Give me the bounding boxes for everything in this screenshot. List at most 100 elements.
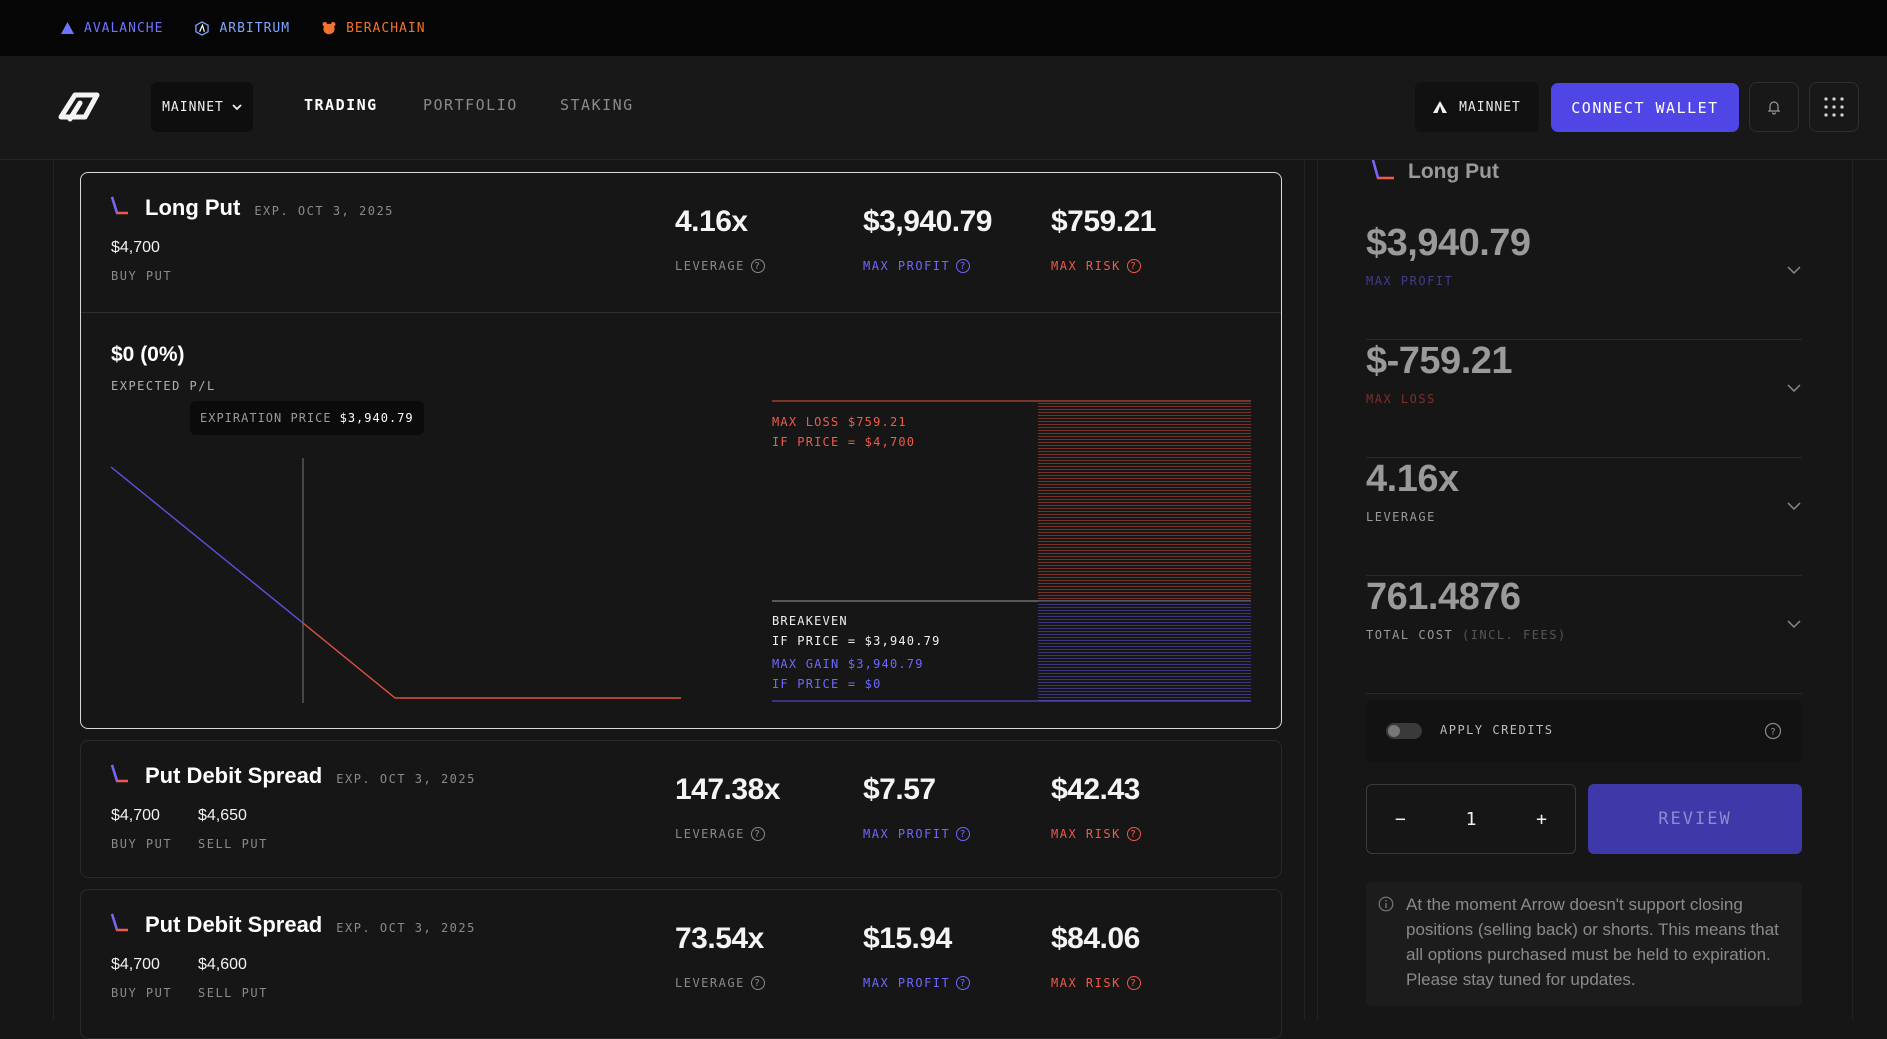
payoff-line-loss-slope bbox=[302, 622, 396, 699]
panel-total-cost[interactable]: 761.4876 TOTAL COST (INCL. FEES) bbox=[1366, 576, 1802, 694]
max-profit-value: $3,940.79 bbox=[1366, 222, 1531, 264]
strategy-card-long-put[interactable]: Long Put EXP. OCT 3, 2025 $4,700 BUY PUT… bbox=[80, 172, 1282, 729]
leg-strike: $4,700 bbox=[111, 239, 160, 256]
chain-berachain[interactable]: BERACHAIN bbox=[322, 21, 425, 36]
arrow-logo[interactable] bbox=[58, 86, 100, 128]
leverage-label: LEVERAGE? bbox=[675, 827, 765, 841]
chain-avalanche[interactable]: AVALANCHE bbox=[60, 21, 163, 36]
total-cost-value: 761.4876 bbox=[1366, 576, 1521, 618]
max-profit-label: MAX PROFIT? bbox=[863, 976, 971, 990]
card-expiry: EXP. OCT 3, 2025 bbox=[336, 921, 476, 935]
order-panel: Long Put $3,940.79 MAX PROFIT $-759.21 M… bbox=[1317, 160, 1853, 1020]
card-expiry: EXP. OCT 3, 2025 bbox=[336, 772, 476, 786]
chevron-down-icon bbox=[232, 103, 242, 110]
help-icon[interactable]: ? bbox=[1126, 976, 1141, 990]
quantity-value[interactable]: 1 bbox=[1465, 808, 1477, 830]
apply-credits-label: APPLY CREDITS bbox=[1440, 723, 1554, 737]
network-badge[interactable]: MAINNET bbox=[1415, 82, 1539, 132]
payoff-line-gain bbox=[110, 466, 304, 624]
breakeven-condition: IF PRICE = $3,940.79 bbox=[772, 634, 941, 648]
chevron-down-icon bbox=[1787, 384, 1801, 393]
max-risk-label: MAX RISK? bbox=[1051, 827, 1141, 841]
leverage-label: LEVERAGE? bbox=[675, 259, 765, 273]
connect-wallet-button[interactable]: CONNECT WALLET bbox=[1551, 83, 1739, 132]
decrement-button[interactable]: − bbox=[1395, 808, 1406, 830]
help-icon[interactable]: ? bbox=[956, 259, 971, 273]
quantity-stepper[interactable]: − 1 + bbox=[1366, 784, 1576, 854]
leg-type: SELL PUT bbox=[198, 837, 268, 851]
tooltip-label: EXPIRATION PRICE bbox=[200, 411, 332, 425]
loss-region bbox=[1038, 401, 1251, 601]
bell-icon bbox=[1767, 101, 1781, 115]
panel-max-loss[interactable]: $-759.21 MAX LOSS bbox=[1366, 340, 1802, 458]
max-profit-value: $3,940.79 bbox=[863, 205, 992, 238]
avalanche-icon bbox=[1433, 101, 1448, 113]
increment-button[interactable]: + bbox=[1536, 808, 1547, 830]
leg-type: BUY PUT bbox=[111, 837, 173, 851]
help-icon[interactable]: ? bbox=[750, 827, 765, 841]
bear-icon bbox=[322, 21, 336, 35]
help-icon[interactable]: ? bbox=[1764, 722, 1782, 740]
max-risk-value: $84.06 bbox=[1051, 922, 1140, 955]
breakeven-label: BREAKEVEN bbox=[772, 614, 848, 628]
leverage-value: 4.16x bbox=[1366, 458, 1459, 500]
network-select[interactable]: MAINNET bbox=[151, 82, 253, 132]
nav-portfolio[interactable]: PORTFOLIO bbox=[423, 96, 518, 114]
expiration-tooltip: EXPIRATION PRICE $3,940.79 bbox=[190, 401, 424, 435]
grid-icon bbox=[1824, 97, 1844, 117]
max-loss-label: MAX LOSS $759.21 bbox=[772, 415, 907, 429]
payoff-chart[interactable]: $0 (0%) EXPECTED P/L EXPIRATION PRICE bbox=[81, 312, 1281, 712]
put-icon bbox=[110, 196, 128, 215]
chain-label: AVALANCHE bbox=[84, 20, 164, 36]
header: MAINNET TRADING PORTFOLIO STAKING MAINNE… bbox=[0, 56, 1887, 160]
apply-credits-row: APPLY CREDITS ? bbox=[1366, 700, 1802, 762]
strategy-list: Long Put EXP. OCT 3, 2025 $4,700 BUY PUT… bbox=[53, 160, 1305, 1039]
total-cost-label: TOTAL COST (INCL. FEES) bbox=[1366, 628, 1567, 642]
max-risk-value: $42.43 bbox=[1051, 773, 1140, 806]
chain-label: ARBITRUM bbox=[219, 20, 291, 36]
svg-text:?: ? bbox=[1770, 727, 1775, 738]
max-loss-label: MAX LOSS bbox=[1366, 392, 1436, 406]
apply-credits-toggle[interactable] bbox=[1386, 723, 1422, 739]
chevron-down-icon bbox=[1787, 266, 1801, 275]
card-title: Put Debit Spread bbox=[145, 763, 323, 788]
network-badge-label: MAINNET bbox=[1459, 99, 1521, 115]
max-risk-value: $759.21 bbox=[1051, 205, 1156, 238]
nav-trading[interactable]: TRADING bbox=[304, 96, 378, 114]
max-profit-value: $7.57 bbox=[863, 773, 936, 806]
put-icon bbox=[110, 913, 128, 932]
help-icon[interactable]: ? bbox=[750, 976, 765, 990]
panel-leverage[interactable]: 4.16x LEVERAGE bbox=[1366, 458, 1802, 576]
card-expiry: EXP. OCT 3, 2025 bbox=[254, 204, 394, 218]
leg-type: BUY PUT bbox=[111, 986, 173, 1000]
chain-arbitrum[interactable]: ARBITRUM bbox=[195, 21, 290, 36]
strategy-card-put-debit-spread[interactable]: Put Debit Spread EXP. OCT 3, 2025 $4,700… bbox=[80, 740, 1282, 878]
leg-strike: $4,650 bbox=[198, 807, 247, 824]
leverage-value: 4.16x bbox=[675, 205, 748, 238]
review-button[interactable]: REVIEW bbox=[1588, 784, 1802, 854]
chain-bar: AVALANCHE ARBITRUM BERACHAIN bbox=[0, 0, 1887, 56]
card-title: Put Debit Spread bbox=[145, 912, 323, 937]
help-icon[interactable]: ? bbox=[1126, 827, 1141, 841]
leverage-value: 147.38x bbox=[675, 773, 780, 806]
network-select-label: MAINNET bbox=[162, 99, 224, 115]
nav-staking[interactable]: STAKING bbox=[560, 96, 634, 114]
strategy-card-put-debit-spread[interactable]: Put Debit Spread EXP. OCT 3, 2025 $4,700… bbox=[80, 889, 1282, 1039]
apps-menu-button[interactable] bbox=[1809, 82, 1859, 132]
panel-title: Long Put bbox=[1370, 160, 1499, 184]
help-icon[interactable]: ? bbox=[956, 976, 971, 990]
help-icon[interactable]: ? bbox=[956, 827, 971, 841]
chevron-down-icon bbox=[1787, 620, 1801, 629]
max-gain-label: MAX GAIN $3,940.79 bbox=[772, 657, 924, 671]
info-note-text: At the moment Arrow doesn't support clos… bbox=[1406, 895, 1779, 989]
help-icon[interactable]: ? bbox=[750, 259, 765, 273]
panel-max-profit[interactable]: $3,940.79 MAX PROFIT bbox=[1366, 222, 1802, 340]
max-risk-label: MAX RISK? bbox=[1051, 976, 1141, 990]
leg-type: SELL PUT bbox=[198, 986, 268, 1000]
max-gain-condition: IF PRICE = $0 bbox=[772, 677, 882, 691]
leg-type: BUY PUT bbox=[111, 269, 173, 283]
notifications-button[interactable] bbox=[1749, 82, 1799, 132]
help-icon[interactable]: ? bbox=[1126, 259, 1141, 273]
chain-label: BERACHAIN bbox=[346, 20, 426, 36]
put-icon bbox=[110, 764, 128, 783]
